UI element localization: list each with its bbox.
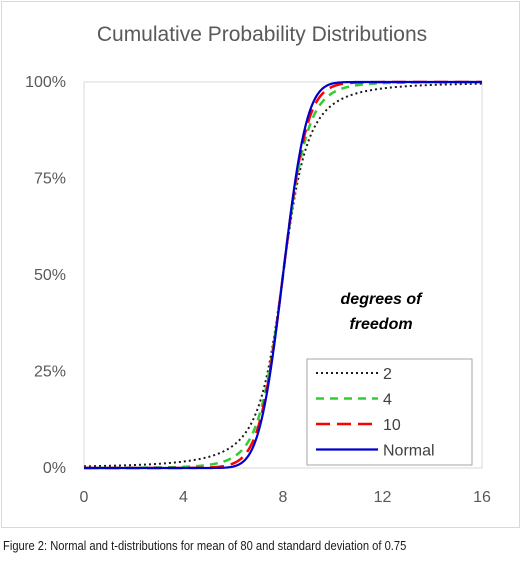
legend-title-line-1: degrees of bbox=[341, 291, 424, 308]
x-tick-label: 16 bbox=[473, 489, 491, 506]
series-line-normal bbox=[84, 80, 482, 470]
x-tick-label: 8 bbox=[279, 489, 288, 506]
x-tick-label: 4 bbox=[179, 489, 188, 506]
x-tick-label: 0 bbox=[80, 489, 89, 506]
figure-caption: Figure 2: Normal and t-distributions for… bbox=[3, 538, 407, 553]
chart-title: Cumulative Probability Distributions bbox=[97, 23, 427, 46]
x-axis-ticks: 0 4 8 12 16 bbox=[80, 489, 491, 506]
legend-title-line-2: freedom bbox=[349, 316, 412, 333]
x-tick-label: 12 bbox=[374, 489, 392, 506]
y-tick-label: 50% bbox=[34, 267, 66, 284]
legend-label: 4 bbox=[383, 392, 392, 409]
legend-label: 10 bbox=[383, 417, 401, 434]
legend-label: Normal bbox=[383, 443, 435, 460]
chart-svg: Cumulative Probability Distributions 0% 2… bbox=[25, 23, 491, 506]
series-lines bbox=[83, 80, 483, 470]
legend-label: 2 bbox=[383, 366, 392, 383]
y-axis-ticks: 0% 25% 50% 75% 100% bbox=[25, 74, 66, 477]
y-tick-label: 0% bbox=[43, 460, 66, 477]
series-line-2 bbox=[83, 82, 483, 468]
y-tick-label: 75% bbox=[34, 171, 66, 188]
chart-frame: Cumulative Probability Distributions 0% 2… bbox=[1, 1, 520, 528]
legend: 2 4 10 Normal bbox=[316, 366, 435, 460]
legend-box bbox=[306, 358, 473, 466]
y-tick-label: 25% bbox=[34, 364, 66, 381]
y-tick-label: 100% bbox=[25, 74, 66, 91]
